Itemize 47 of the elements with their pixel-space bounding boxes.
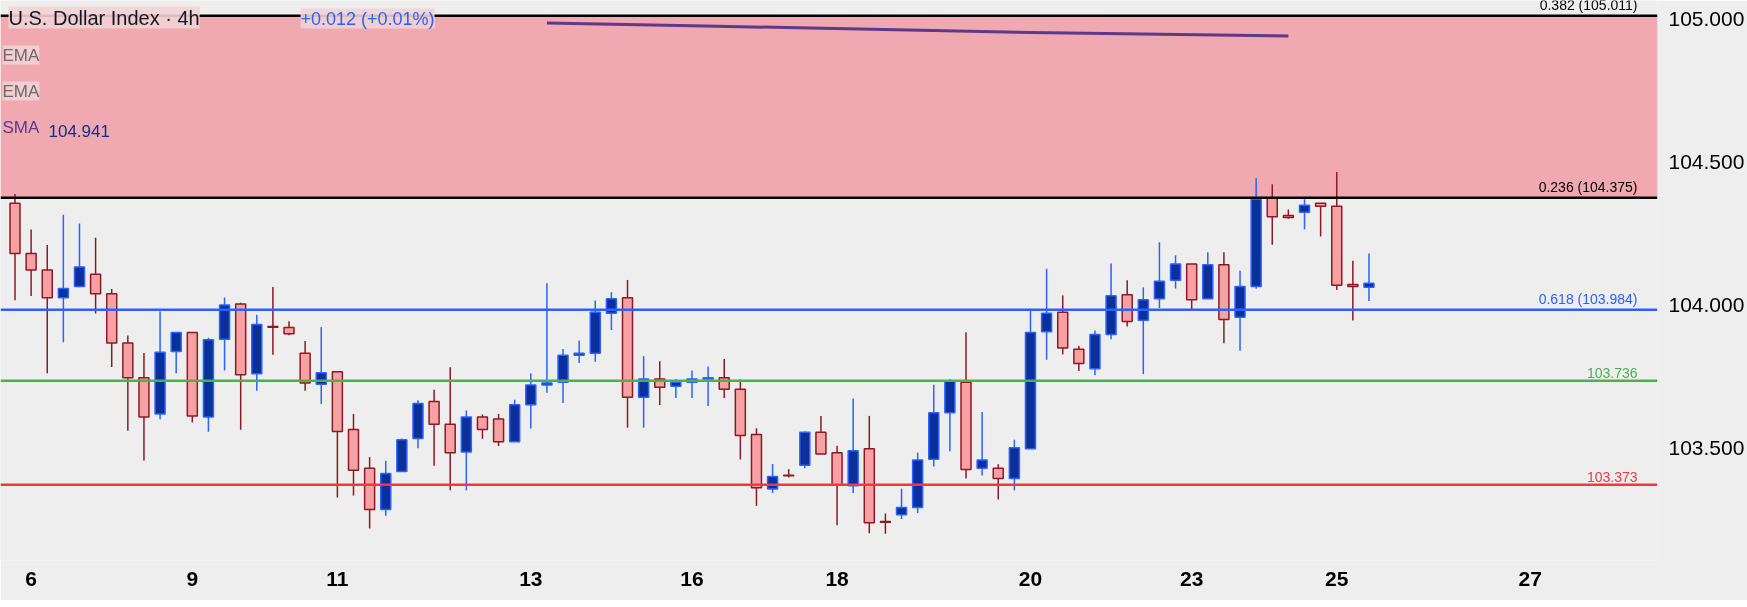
candlestick: [492, 413, 505, 447]
ref-line-label: 0.618 (103.984): [1538, 290, 1638, 307]
candlestick: [525, 372, 537, 430]
candlestick: [73, 222, 86, 289]
chart-title: U.S. Dollar Index · 4h: [8, 6, 200, 29]
x-tick-label: 6: [25, 566, 37, 590]
candlestick: [1073, 345, 1085, 372]
annotation: EMA: [2, 45, 40, 65]
x-tick-label: 9: [186, 566, 199, 590]
text: SMA: [2, 117, 40, 137]
x-tick-label: 11: [326, 566, 349, 590]
chart-subtitle: +0.012 (+0.01%): [300, 8, 435, 29]
candlestick: [428, 389, 440, 467]
candlestick: [573, 339, 585, 364]
x-tick-label: 13: [519, 566, 543, 590]
y-tick-label: 103.500: [1668, 436, 1745, 460]
candlestick: [976, 411, 988, 477]
y-tick-label: 104.500: [1668, 149, 1745, 173]
x-tick-label: 25: [1325, 566, 1349, 590]
candlestick: [992, 463, 1004, 501]
y-tick-label: 105.000: [1668, 6, 1745, 30]
candlestick: [476, 413, 489, 440]
ref-line-label: 103.736: [1586, 364, 1638, 381]
ref-line-label: 0.236 (104.375): [1538, 178, 1638, 195]
candlestick: [1298, 198, 1311, 230]
x-tick-label: 16: [680, 566, 704, 590]
annotation: 104.941: [48, 121, 110, 141]
x-tick-label: 18: [825, 566, 850, 590]
x-tick-label: 27: [1518, 566, 1542, 590]
candlestick: [89, 237, 102, 315]
candlestick: [1314, 202, 1327, 238]
candlestick: [170, 331, 182, 375]
ref-line-label: 103.373: [1586, 468, 1638, 485]
candlestick: [815, 415, 827, 455]
candlestick: [267, 286, 279, 356]
candlestick: [879, 512, 892, 535]
ref-line-label: 0.382 (105.011): [1539, 0, 1638, 13]
candlestick: [25, 228, 37, 297]
annotation: EMA: [2, 81, 40, 101]
x-tick-label: 23: [1179, 566, 1204, 590]
candlestick: [1363, 252, 1375, 302]
candlestick: [1347, 260, 1359, 322]
x-tick-label: 20: [1018, 566, 1043, 590]
line-series: [545, 21, 1290, 38]
candlestick: [895, 487, 908, 520]
y-tick-label: 104.000: [1668, 293, 1745, 317]
candlestick: [1169, 254, 1182, 290]
